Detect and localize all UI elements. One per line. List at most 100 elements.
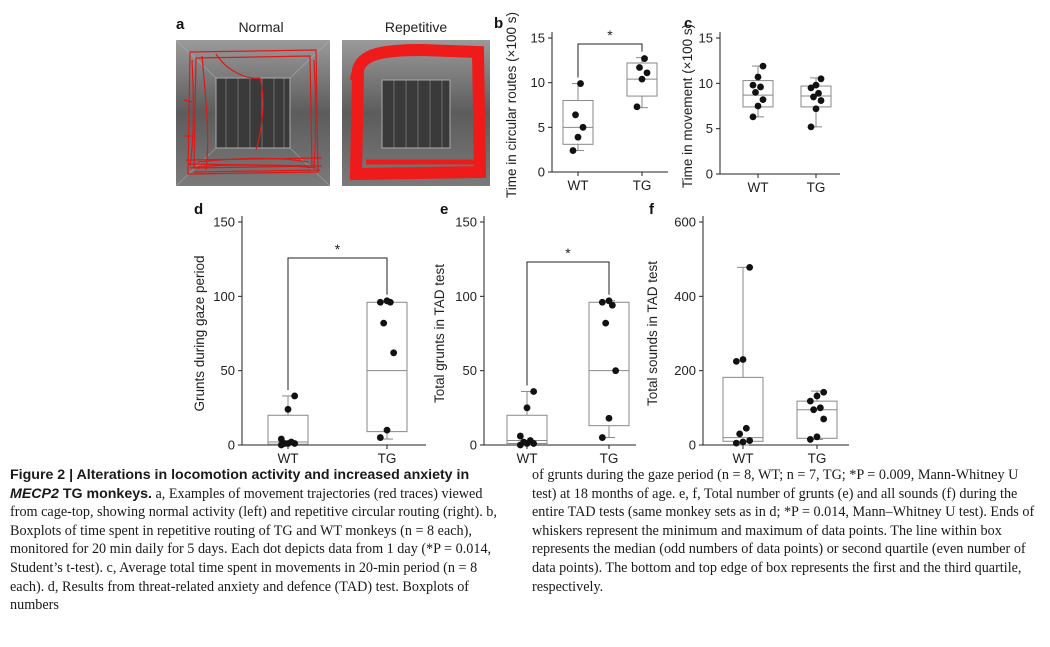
data-point — [813, 433, 821, 441]
data-point — [376, 434, 384, 441]
x-tick-label-tg: TG — [600, 451, 619, 466]
data-point — [807, 123, 815, 131]
y-tick-label: 5 — [706, 121, 713, 136]
significance-star: * — [565, 245, 571, 261]
data-point — [746, 263, 754, 271]
data-point — [602, 319, 610, 327]
significance-bracket: * — [287, 241, 388, 390]
data-point — [612, 367, 620, 375]
data-point — [813, 392, 821, 400]
photo-label-repetitive: Repetitive — [384, 19, 448, 35]
x-tick-label-tg: TG — [808, 451, 827, 466]
data-point — [812, 81, 820, 89]
panel-letter-a: a — [176, 16, 185, 33]
panel-letter-c: c — [684, 15, 692, 32]
boxplot-panel-e: e 0 50 100 150 Total grunts in TAD test WT TG * — [432, 201, 636, 466]
data-point — [816, 404, 824, 412]
figure-caption-left: Figure 2 | Alterations in locomotion act… — [10, 466, 507, 615]
boxplot-panel-b: b 0 5 10 15 Time in circular routes (×100 s) W… — [494, 12, 668, 198]
box-iqr — [562, 100, 594, 145]
y-axis-label: Total sounds in TAD test — [645, 261, 660, 406]
data-point — [569, 147, 577, 154]
data-point — [759, 96, 767, 104]
data-point — [520, 438, 528, 446]
caption-gene-name: MECP2 — [10, 485, 59, 502]
data-point — [380, 319, 388, 327]
box-wt — [742, 62, 774, 121]
y-tick-label: 400 — [674, 289, 696, 304]
data-point — [739, 356, 747, 363]
y-axis-label: Time in circular routes (×100 s) — [504, 12, 519, 198]
significance-star: * — [607, 27, 613, 43]
boxplot-panel-f: f 0 200 400 600 Total sounds in TAD test WT TG — [645, 201, 849, 466]
significance-bracket: * — [577, 27, 643, 78]
y-tick-label: 200 — [674, 363, 696, 378]
box-wt — [506, 388, 548, 449]
y-tick-label: 0 — [470, 438, 477, 453]
data-point — [759, 62, 767, 70]
data-point — [523, 404, 531, 412]
data-point — [812, 105, 820, 113]
box-wt — [722, 263, 764, 447]
box-tg — [800, 75, 832, 131]
data-point — [820, 415, 828, 423]
box-iqr — [506, 414, 548, 445]
panel-letter-b: b — [494, 15, 503, 32]
data-point — [817, 97, 825, 104]
box-iqr — [366, 301, 408, 433]
box-tg — [588, 297, 630, 441]
data-point — [574, 133, 582, 141]
data-point — [530, 388, 538, 395]
data-point — [383, 297, 391, 305]
y-tick-label: 100 — [455, 289, 477, 304]
box-tg — [366, 297, 408, 441]
y-axis-label: Grunts during gaze period — [192, 255, 207, 411]
figure-caption-right: of grunts during the gaze period (n = 8,… — [532, 466, 1042, 596]
data-point — [572, 111, 579, 119]
data-point — [754, 102, 762, 110]
significance-star: * — [335, 241, 341, 257]
data-point — [633, 103, 641, 111]
data-point — [598, 298, 606, 306]
cage-photo-normal — [176, 40, 330, 186]
data-point — [749, 81, 757, 89]
data-point — [516, 432, 524, 440]
y-tick-label: 0 — [689, 438, 696, 453]
y-tick-label: 50 — [463, 363, 477, 378]
data-point — [579, 123, 587, 131]
data-point — [757, 83, 764, 91]
data-point — [806, 397, 814, 405]
data-point — [807, 84, 815, 92]
caption-text-left: a, Examples of movement trajectories (re… — [10, 485, 497, 614]
box-iqr — [267, 414, 309, 445]
x-tick-label-wt: WT — [278, 451, 299, 466]
data-point — [732, 439, 740, 447]
x-tick-label-tg: TG — [378, 451, 397, 466]
data-point — [806, 436, 814, 443]
x-tick-label-wt: WT — [748, 180, 769, 195]
panel-letter-e: e — [440, 201, 448, 218]
y-tick-label: 5 — [538, 120, 545, 135]
x-tick-label-wt: WT — [733, 451, 754, 466]
data-point — [291, 392, 299, 400]
box-wt — [562, 80, 594, 154]
y-tick-label: 0 — [228, 438, 235, 453]
y-tick-label: 10 — [699, 76, 713, 91]
data-point — [817, 75, 825, 83]
y-axis-label: Total grunts in TAD test — [432, 264, 447, 403]
y-tick-label: 10 — [531, 75, 545, 90]
x-tick-label-wt: WT — [517, 451, 538, 466]
y-tick-label: 100 — [213, 289, 235, 304]
photo-label-normal: Normal — [238, 19, 284, 35]
data-point — [810, 93, 817, 101]
y-tick-label: 50 — [221, 363, 235, 378]
box-iqr — [588, 301, 630, 427]
data-point — [598, 434, 606, 441]
box-iqr — [722, 376, 764, 442]
box-tg — [626, 55, 658, 111]
data-point — [284, 405, 292, 413]
data-point — [526, 437, 534, 444]
data-point — [815, 89, 822, 97]
y-axis-label: Time in movement (×100 s) — [680, 24, 695, 188]
data-point — [390, 349, 398, 357]
